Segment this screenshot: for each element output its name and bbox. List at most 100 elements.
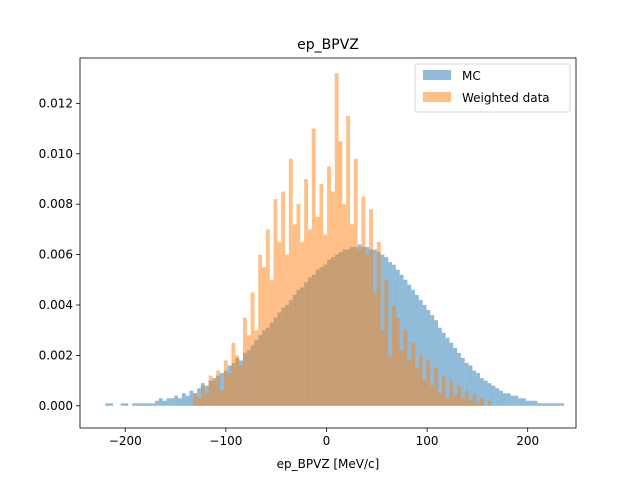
bar xyxy=(250,292,255,406)
y-tick-label: 0.002 xyxy=(39,348,73,362)
bar xyxy=(407,284,412,406)
y-tick-label: 0.010 xyxy=(39,147,73,161)
bar xyxy=(135,403,140,406)
bar xyxy=(522,398,526,406)
bar xyxy=(235,355,240,406)
y-tick-label: 0.004 xyxy=(39,298,73,312)
bar xyxy=(437,393,442,406)
bar xyxy=(285,254,289,406)
bar xyxy=(449,342,454,406)
bar xyxy=(216,370,221,406)
bar xyxy=(457,385,461,406)
bar xyxy=(258,254,263,406)
bar xyxy=(533,400,538,406)
plot-frame xyxy=(79,57,577,429)
bar xyxy=(472,370,477,406)
bar xyxy=(174,395,178,406)
bar xyxy=(311,128,316,406)
bar xyxy=(166,398,171,406)
bar xyxy=(411,342,416,406)
bar xyxy=(487,383,492,406)
bar xyxy=(430,315,435,406)
x-tick-label: 0 xyxy=(323,434,331,448)
bar xyxy=(453,347,458,406)
bar xyxy=(415,368,419,406)
legend: MC Weighted data xyxy=(414,63,571,113)
bar xyxy=(476,373,481,406)
bar xyxy=(418,355,423,406)
bar xyxy=(338,141,343,406)
bar xyxy=(220,390,224,406)
bar xyxy=(147,403,152,406)
bar xyxy=(369,209,373,406)
bar xyxy=(357,249,362,406)
bar xyxy=(246,335,251,406)
bar xyxy=(200,385,205,406)
bar xyxy=(445,398,450,406)
legend-swatch-mc xyxy=(423,70,451,80)
bar xyxy=(120,403,125,406)
bar xyxy=(304,178,308,406)
bar xyxy=(384,279,389,406)
bar xyxy=(491,385,496,406)
bar xyxy=(143,403,148,406)
bar xyxy=(464,390,469,406)
bar xyxy=(422,380,427,406)
bar xyxy=(353,158,358,406)
bar xyxy=(545,403,549,406)
legend-swatch-weighted-data xyxy=(423,92,451,102)
bar xyxy=(319,184,324,406)
bar xyxy=(265,229,270,406)
bar xyxy=(476,403,481,406)
bar xyxy=(548,403,553,406)
bar xyxy=(418,299,423,406)
y-tick-label: 0.000 xyxy=(39,399,73,413)
bar xyxy=(162,400,167,406)
bar xyxy=(487,400,492,406)
bar xyxy=(158,398,163,406)
bar xyxy=(254,330,259,406)
bar xyxy=(426,310,431,406)
bar xyxy=(197,398,201,406)
bar xyxy=(430,385,435,406)
legend-label-mc: MC xyxy=(462,69,481,83)
bar xyxy=(556,403,561,406)
x-axis-label: ep_BPVZ [MeV/c] xyxy=(277,457,380,471)
bar xyxy=(277,241,282,406)
bar xyxy=(124,403,129,406)
bar xyxy=(525,400,530,406)
bar xyxy=(552,403,557,406)
bar xyxy=(441,332,446,406)
bar xyxy=(273,199,278,406)
bar xyxy=(330,191,335,406)
bar xyxy=(434,320,438,406)
x-tick-label: 100 xyxy=(416,434,439,448)
bar xyxy=(334,73,339,406)
bar xyxy=(388,355,393,406)
bar xyxy=(262,267,266,406)
y-tick-label: 0.006 xyxy=(39,248,73,262)
bar xyxy=(460,398,465,406)
bar xyxy=(399,274,404,406)
bar xyxy=(445,337,450,406)
bar xyxy=(151,403,156,406)
bar xyxy=(422,305,427,406)
y-tick-label: 0.012 xyxy=(39,96,73,110)
x-tick-label: −100 xyxy=(209,434,242,448)
bar xyxy=(415,294,419,406)
bar xyxy=(468,365,473,406)
bar xyxy=(499,390,503,406)
bar xyxy=(231,342,236,406)
bar xyxy=(193,393,198,406)
bar xyxy=(220,373,224,406)
bar xyxy=(434,368,438,406)
bar xyxy=(292,224,297,406)
bar xyxy=(372,292,377,406)
bar xyxy=(315,216,320,406)
bar xyxy=(269,279,274,406)
y-tick-label: 0.008 xyxy=(39,197,73,211)
bar xyxy=(346,115,351,406)
bar xyxy=(460,357,465,406)
y-axis: 0.000 0.002 0.004 0.006 0.008 0.010 0.012 xyxy=(39,96,80,413)
bar xyxy=(323,234,328,406)
